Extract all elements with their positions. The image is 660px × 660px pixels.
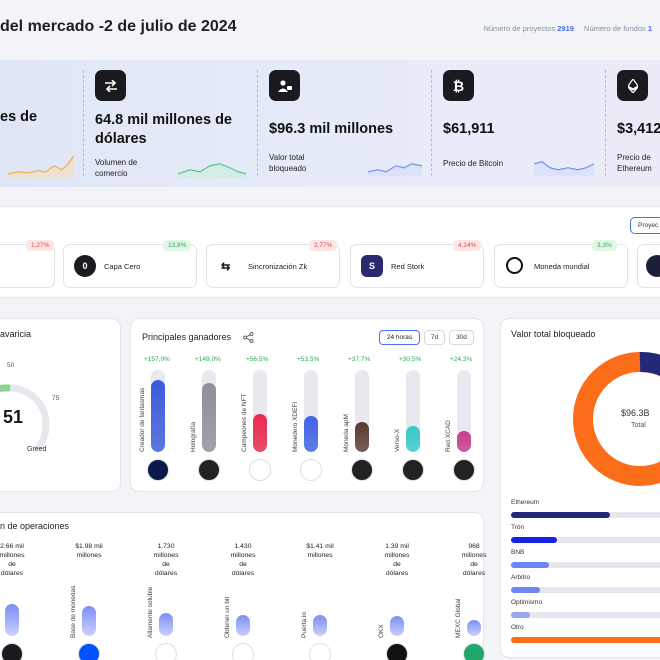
coin-logo-icon: [646, 255, 660, 277]
coin-change-badge: 1,27%: [26, 240, 55, 251]
stat-total-value-locked: $96.3 mil millones Valor total bloqueado: [257, 70, 427, 176]
stat-label: Valor total bloqueado: [269, 153, 307, 173]
stat-ethereum-price: $3,412 Precio de Ethereum: [605, 70, 660, 176]
coin-name: Capa Cero: [104, 262, 141, 271]
stat-bitcoin-price: ₿ $61,911 Precio de Bitcoin: [431, 70, 601, 176]
stat-value: 64.8 mil millones de dólares: [95, 112, 232, 147]
stat-value: $61,911: [443, 121, 495, 137]
gauge-tick-50: 50: [7, 362, 15, 369]
tvl-total-label: Total: [631, 422, 646, 429]
tvl-donut-chart: [573, 352, 660, 486]
tvl-total-value: $96.3B: [621, 408, 650, 418]
fear-greed-title: avaricia: [0, 329, 32, 339]
tvl-card: [500, 318, 660, 658]
coin-change-badge: 3,3%: [592, 240, 617, 251]
timeframe-7d[interactable]: 7d: [424, 330, 445, 345]
worldcoin-logo-icon: [506, 257, 523, 274]
trending-coin[interactable]: [206, 244, 340, 288]
fear-greed-value: 51: [3, 407, 24, 427]
layerzero-logo-icon: 0: [74, 255, 96, 277]
ethereum-icon: [617, 70, 648, 101]
exchanges-title: n de operaciones: [0, 521, 70, 531]
share-icon[interactable]: [243, 332, 254, 343]
exchanges-card: [0, 512, 484, 660]
timeframe-24h[interactable]: 24 horas: [379, 330, 420, 345]
funds-count-label: Número de fondos: [584, 24, 646, 33]
coin-name: Sincronización Zk: [248, 262, 308, 271]
stat-label: Precio de Ethereum: [617, 153, 652, 173]
timeframe-30d[interactable]: 30d: [449, 330, 474, 345]
sparkline: [368, 163, 423, 176]
sparkline: [178, 163, 247, 178]
stat-trading-volume: 64.8 mil millones de dólares Volumen de …: [83, 70, 253, 178]
fear-greed-gauge: [0, 384, 50, 450]
sparkline: [8, 155, 75, 178]
coin-change-badge: 4,24%: [453, 240, 482, 251]
top-gainers-title: Principales ganadores: [142, 332, 232, 342]
coin-name: Red Stork: [391, 262, 425, 271]
user-lock-icon: [269, 70, 300, 101]
stork-logo-icon: S: [361, 255, 383, 277]
stat-partial: es de: [0, 108, 37, 127]
swap-arrows-icon: [95, 70, 126, 101]
page-title: del mercado -2 de julio de 2024: [0, 18, 237, 35]
stat-label: Volumen de comercio: [95, 158, 138, 178]
stat-value: $96.3 mil millones: [269, 121, 394, 137]
stat-value: $3,412: [617, 121, 660, 137]
funds-count: 1: [647, 24, 652, 33]
fear-greed-label: Greed: [27, 446, 47, 453]
gauge-tick-75: 75: [52, 395, 60, 402]
stat-label: Precio de Bitcoin: [443, 159, 504, 168]
coin-name: Moneda mundial: [534, 262, 590, 271]
header-counts: Número de proyectos 2919 Número de fondo…: [483, 24, 660, 33]
coin-change-badge: 2,77%: [309, 240, 338, 251]
fear-greed-card: [0, 318, 121, 492]
stat-value: es de: [0, 109, 38, 125]
projects-count: 2919: [557, 24, 574, 33]
projects-count-label: Número de proyectos: [483, 24, 556, 33]
zksync-logo-icon: ⇆: [221, 261, 231, 273]
coin-change-badge: 13,9%: [163, 240, 192, 251]
projects-button[interactable]: Proyec: [630, 217, 660, 234]
tvl-title: Valor total bloqueado: [511, 329, 596, 339]
bitcoin-icon: ₿: [443, 70, 474, 101]
sparkline: [534, 161, 595, 176]
